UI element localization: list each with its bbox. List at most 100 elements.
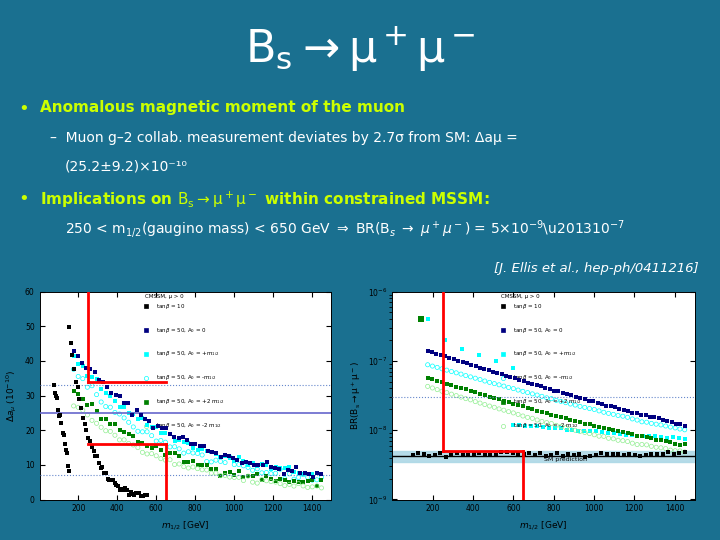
Point (435, 351, 446, 360)
Point (242, 461, 253, 469)
Point (513, 386, 524, 394)
Point (132, 427, 143, 436)
Point (508, 363, 519, 372)
Point (655, 433, 667, 441)
Point (201, 457, 212, 466)
Point (636, 432, 648, 441)
Point (265, 474, 276, 483)
Point (240, 458, 251, 467)
Point (219, 450, 230, 459)
Point (555, 422, 567, 431)
Point (498, 382, 510, 390)
Point (269, 463, 281, 472)
Point (662, 416, 673, 425)
Point (603, 409, 614, 417)
Point (201, 461, 212, 470)
Point (668, 449, 680, 458)
Point (593, 432, 605, 441)
Point (650, 443, 662, 451)
Point (484, 393, 495, 401)
Point (238, 462, 249, 470)
Point (436, 378, 448, 387)
Point (646, 434, 657, 443)
Point (584, 429, 595, 438)
Point (429, 450, 441, 459)
Point (168, 433, 180, 441)
Point (307, 469, 318, 478)
Point (465, 387, 477, 395)
Point (638, 431, 649, 440)
Point (518, 449, 529, 458)
Point (270, 477, 282, 485)
Text: –  Muon g–2 collab. measurement deviates by 2.7σ from SM: Δaμ =: – Muon g–2 collab. measurement deviates … (50, 131, 518, 145)
Point (215, 453, 226, 461)
Point (189, 440, 201, 448)
Point (279, 481, 290, 490)
Point (479, 450, 490, 459)
Point (197, 460, 208, 469)
Point (418, 450, 429, 458)
Point (644, 432, 655, 441)
Point (549, 424, 560, 433)
Point (178, 462, 189, 471)
Point (192, 446, 203, 455)
Point (526, 414, 538, 423)
Point (279, 474, 290, 483)
Point (223, 452, 235, 461)
Point (644, 413, 656, 422)
Point (479, 391, 490, 400)
Point (552, 449, 563, 458)
Point (564, 416, 576, 424)
Point (242, 463, 253, 472)
Point (53, 406, 64, 414)
Point (192, 449, 203, 458)
Point (649, 413, 660, 422)
Point (79, 420, 91, 428)
Point (674, 447, 685, 455)
Point (629, 451, 641, 460)
Point (70, 377, 81, 386)
Point (247, 458, 258, 467)
Point (192, 464, 203, 473)
Point (123, 439, 135, 448)
Point (73, 390, 84, 399)
Point (522, 378, 534, 387)
Point (498, 396, 510, 405)
Point (261, 458, 273, 467)
Point (441, 379, 452, 388)
Point (673, 449, 685, 457)
Point (451, 449, 463, 457)
Point (192, 461, 203, 470)
Point (68, 365, 79, 374)
Point (114, 485, 126, 494)
Point (183, 464, 194, 472)
Point (174, 444, 185, 453)
Point (431, 363, 443, 372)
Point (73, 360, 84, 369)
Point (441, 388, 452, 397)
Point (670, 420, 682, 428)
Point (68, 402, 79, 410)
Point (91, 451, 103, 460)
Point (65, 339, 76, 347)
Text: (25.2±9.2)×10⁻¹⁰: (25.2±9.2)×10⁻¹⁰ (65, 159, 188, 173)
Point (127, 441, 139, 449)
Point (626, 439, 638, 448)
Point (513, 420, 525, 429)
Point (187, 456, 199, 465)
Point (484, 402, 495, 410)
Point (297, 478, 309, 487)
Point (546, 450, 557, 459)
Point (99, 469, 110, 478)
Point (232, 455, 243, 464)
Point (655, 421, 667, 429)
Point (52, 394, 63, 403)
Point (164, 449, 176, 457)
Point (251, 479, 263, 488)
Point (469, 374, 481, 382)
Point (595, 449, 607, 457)
Point (85, 364, 96, 373)
Point (186, 440, 197, 448)
Point (57, 429, 68, 437)
Point (274, 464, 286, 472)
